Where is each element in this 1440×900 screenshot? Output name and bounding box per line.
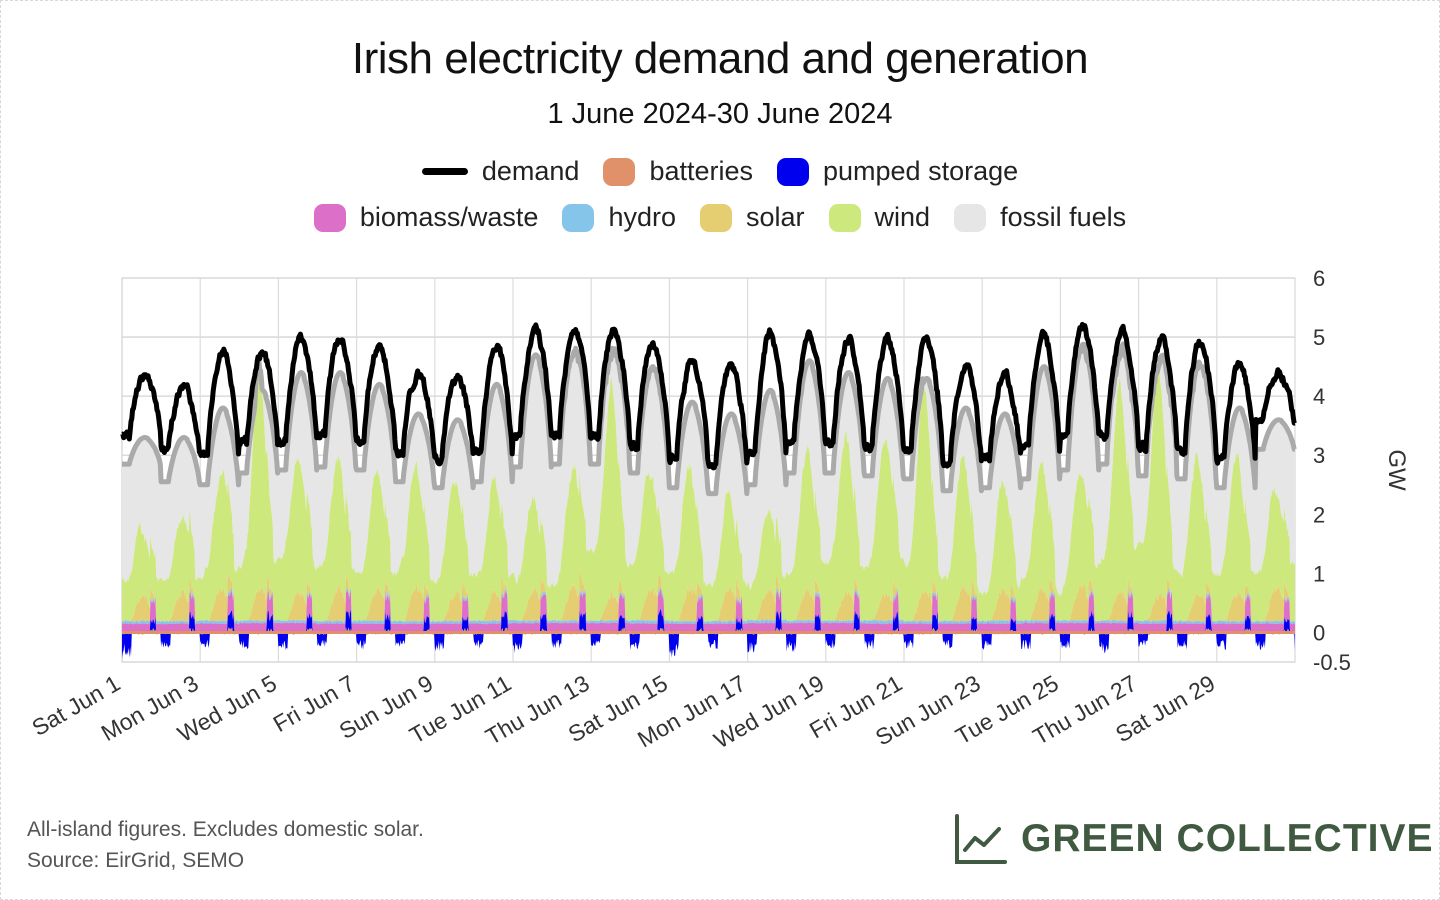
legend-label-demand: demand (481, 156, 580, 186)
legend-label-batteries: batteries (649, 156, 753, 186)
area-biomass (122, 589, 1295, 633)
y-tick-label-6: 5 (1313, 325, 1325, 350)
y-tick-label-5: 4 (1313, 384, 1325, 409)
legend-item-biomass[interactable]: biomass/waste (313, 202, 539, 233)
legend-swatch-hydro (562, 203, 595, 232)
legend-label-hydro: hydro (608, 202, 676, 232)
y-tick-label-2: 1 (1313, 561, 1325, 586)
legend-label-pumped-storage: pumped storage (823, 156, 1019, 186)
legend-label-biomass: biomass/waste (359, 202, 539, 232)
legend-swatch-demand (421, 168, 468, 175)
legend-label-wind: wind (874, 202, 931, 232)
legend-item-batteries[interactable]: batteries (603, 156, 753, 187)
line-demand (120, 321, 1297, 471)
area-solar (122, 565, 1295, 623)
y-tick-label-0: -0.5 (1313, 650, 1351, 675)
legend-swatch-solar (700, 203, 732, 232)
legend-swatch-pumped-storage (777, 157, 809, 186)
chart-title: Irish electricity demand and generation (351, 34, 1089, 83)
y-axis-label: GW (1383, 449, 1410, 491)
legend-label-solar: solar (746, 202, 805, 232)
legend-item-solar[interactable]: solar (700, 202, 805, 233)
stacked-areas (122, 343, 1295, 659)
legend-swatch-fossil (954, 203, 987, 232)
footnote-line-1: All-island figures. Excludes domestic so… (27, 818, 424, 841)
brand-name: GREEN COLLECTIVE (1021, 817, 1434, 860)
line-total-generation (120, 341, 1297, 497)
brand-logo[interactable]: GREEN COLLECTIVE (953, 812, 1434, 866)
legend-item-pumped-storage[interactable]: pumped storage (777, 156, 1018, 187)
legend-row-2: biomass/waste hydro solar wind fossil fu… (0, 202, 1440, 233)
legend-item-demand[interactable]: demand (421, 156, 580, 187)
legend-row-1: demand batteries pumped storage (0, 156, 1440, 187)
footnote: All-island figures. Excludes domestic so… (27, 814, 424, 876)
y-tick-label-7: 6 (1313, 266, 1325, 291)
footnote-line-2: Source: EirGrid, SEMO (27, 849, 245, 872)
y-tick-label-1: 0 (1313, 620, 1325, 645)
area-pumped-storage-charging (122, 632, 1295, 659)
legend-swatch-wind (828, 203, 861, 232)
area-wind (122, 363, 1295, 623)
y-tick-label-4: 3 (1313, 443, 1325, 468)
legend-item-wind[interactable]: wind (828, 202, 931, 233)
legend-swatch-biomass (313, 203, 346, 232)
legend-label-fossil: fossil fuels (1000, 202, 1127, 232)
lines (120, 321, 1297, 634)
line-chart-icon (955, 814, 1007, 864)
legend-swatch-batteries (603, 157, 636, 186)
legend-item-hydro[interactable]: hydro (562, 202, 676, 233)
legend-item-fossil[interactable]: fossil fuels (954, 202, 1126, 233)
y-tick-label-3: 2 (1313, 502, 1325, 527)
chart-subtitle: 1 June 2024-30 June 2024 (547, 98, 893, 130)
